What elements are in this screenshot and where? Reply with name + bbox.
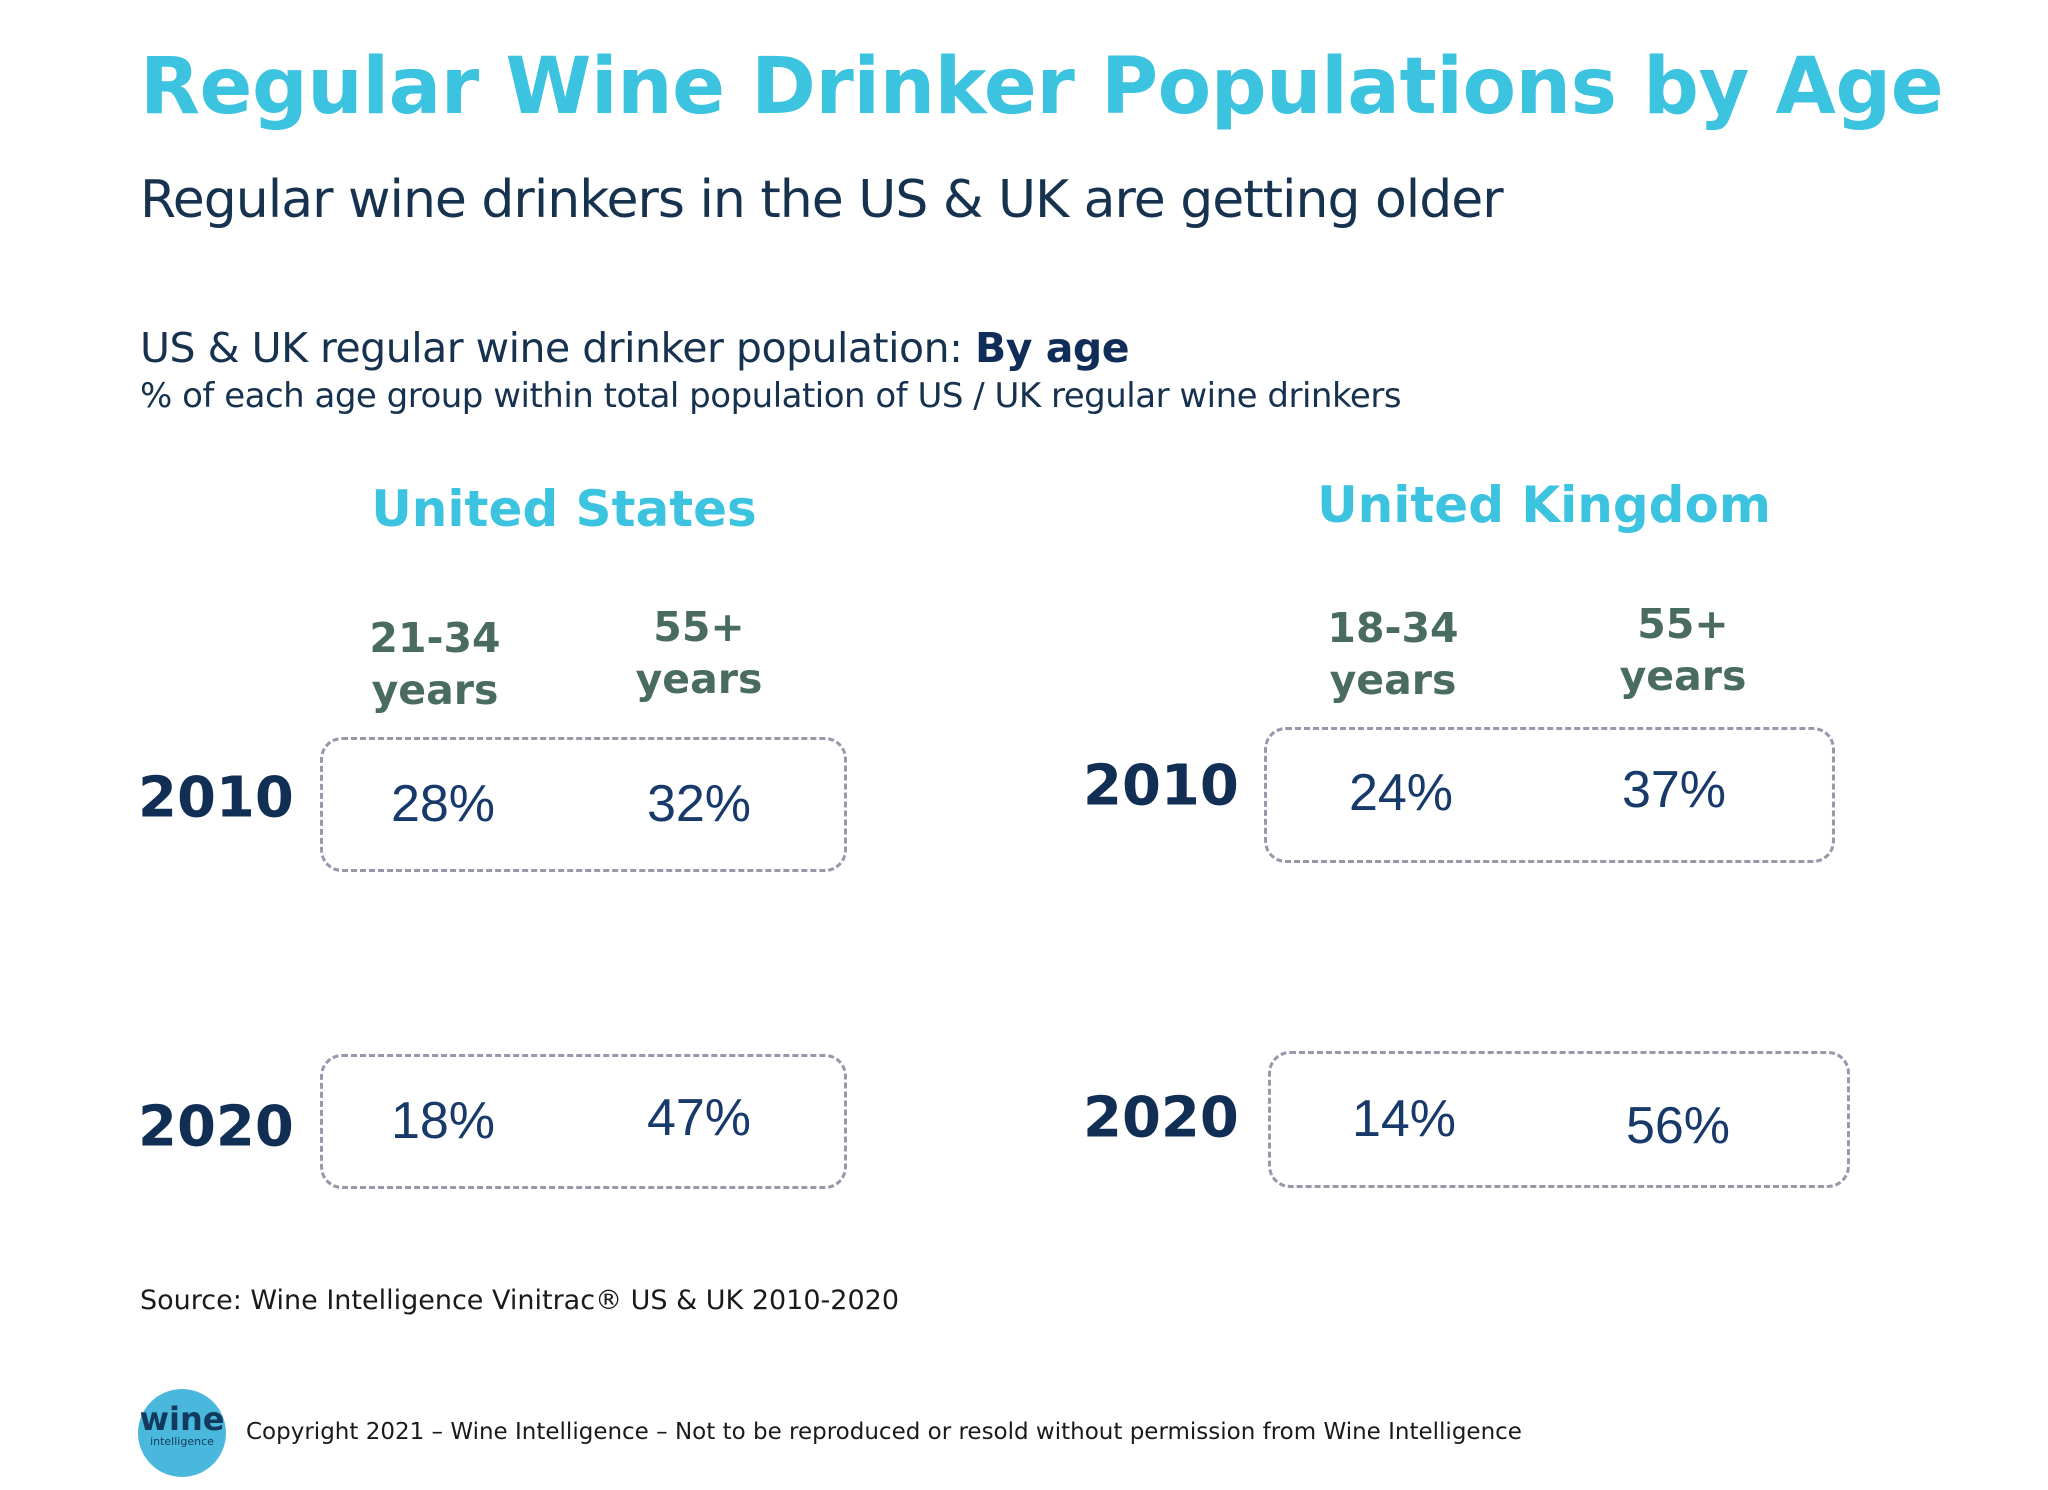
year-label-uk-2010: 2010	[1083, 753, 1239, 819]
country-title-uk: United Kingdom	[1317, 476, 1771, 534]
source-note: Source: Wine Intelligence Vinitrac® US &…	[140, 1285, 899, 1316]
value-us-2010-old: 32%	[646, 775, 752, 833]
age-range: 18-34	[1327, 604, 1459, 652]
wine-intelligence-logo: wine intelligence	[138, 1389, 226, 1477]
logo-text: wine	[139, 1400, 225, 1438]
copyright-note: Copyright 2021 – Wine Intelligence – Not…	[246, 1419, 1522, 1445]
year-label-us-2010: 2010	[138, 765, 294, 831]
value-us-2020-old: 47%	[646, 1089, 752, 1147]
value-box-us-2010	[320, 737, 847, 872]
year-label-uk-2020: 2020	[1083, 1085, 1239, 1151]
value-box-us-2020	[320, 1054, 847, 1189]
year-label-us-2020: 2020	[138, 1094, 294, 1160]
chart-title: US & UK regular wine drinker population:…	[140, 324, 1130, 372]
value-uk-2010-young: 24%	[1348, 764, 1454, 822]
page-title: Regular Wine Drinker Populations by Age	[140, 42, 1944, 132]
age-unit: years	[1329, 656, 1457, 704]
age-unit: years	[371, 666, 499, 714]
chart-subtitle: % of each age group within total populat…	[140, 376, 1402, 416]
age-header-uk-old: 55+ years	[1620, 598, 1747, 702]
age-unit: years	[1619, 652, 1747, 700]
page-subtitle: Regular wine drinkers in the US & UK are…	[140, 170, 1504, 230]
value-us-2010-young: 28%	[390, 775, 496, 833]
chart-title-bold: By age	[974, 324, 1130, 372]
age-header-uk-young: 18-34 years	[1327, 602, 1458, 706]
chart-title-prefix: US & UK regular wine drinker population:	[140, 324, 975, 372]
age-range: 21-34	[369, 614, 501, 662]
value-box-uk-2010	[1264, 727, 1835, 863]
age-unit: years	[635, 655, 763, 703]
value-uk-2020-young: 14%	[1351, 1090, 1457, 1148]
age-header-us-young: 21-34 years	[369, 612, 500, 716]
age-range: 55+	[653, 603, 745, 651]
value-uk-2020-old: 56%	[1625, 1097, 1731, 1155]
value-uk-2010-old: 37%	[1621, 761, 1727, 819]
country-title-us: United States	[371, 480, 757, 538]
value-box-uk-2020	[1268, 1051, 1850, 1188]
value-us-2020-young: 18%	[390, 1092, 496, 1150]
age-range: 55+	[1637, 600, 1729, 648]
logo-subtext: intelligence	[150, 1435, 214, 1448]
age-header-us-old: 55+ years	[636, 601, 763, 705]
